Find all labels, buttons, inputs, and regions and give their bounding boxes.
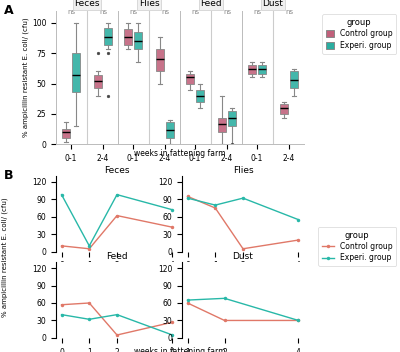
PathPatch shape [280,104,288,114]
Text: ns: ns [285,10,293,15]
Y-axis label: % ampicillin resistant E. coli/ (cfu): % ampicillin resistant E. coli/ (cfu) [22,18,29,137]
PathPatch shape [134,32,142,50]
PathPatch shape [72,53,80,92]
Legend: Control group, Experi. group: Control group, Experi. group [318,227,396,266]
Text: ns: ns [161,10,169,15]
PathPatch shape [62,128,70,138]
PathPatch shape [218,118,226,132]
Title: Feed: Feed [106,252,128,262]
PathPatch shape [104,27,112,45]
Title: Dust: Dust [232,252,254,262]
Title: Flies: Flies [139,0,159,8]
PathPatch shape [196,90,204,102]
PathPatch shape [156,50,164,71]
Text: weeks in fattening farm: weeks in fattening farm [134,347,226,352]
PathPatch shape [124,29,132,45]
Title: Flies: Flies [233,166,253,175]
Title: Feed: Feed [200,0,222,8]
Title: Feces: Feces [74,0,100,8]
Text: ns: ns [67,10,75,15]
PathPatch shape [258,65,266,74]
Text: ns: ns [253,10,261,15]
PathPatch shape [248,65,256,74]
Text: ns: ns [191,10,199,15]
Text: ns: ns [223,10,231,15]
Text: ns: ns [129,10,137,15]
Title: Feces: Feces [104,166,130,175]
Text: A: A [4,4,14,17]
Title: Dust: Dust [262,0,284,8]
Text: % ampicillin resistant E. coli/ (cfu): % ampicillin resistant E. coli/ (cfu) [2,197,8,317]
PathPatch shape [94,75,102,88]
Text: B: B [4,169,14,182]
PathPatch shape [228,112,236,126]
Text: ns: ns [99,10,107,15]
PathPatch shape [166,122,174,138]
PathPatch shape [186,74,194,83]
Legend: Control group, Experi. group: Control group, Experi. group [322,14,396,54]
Text: weeks in fattening farm: weeks in fattening farm [134,149,226,158]
PathPatch shape [290,71,298,88]
